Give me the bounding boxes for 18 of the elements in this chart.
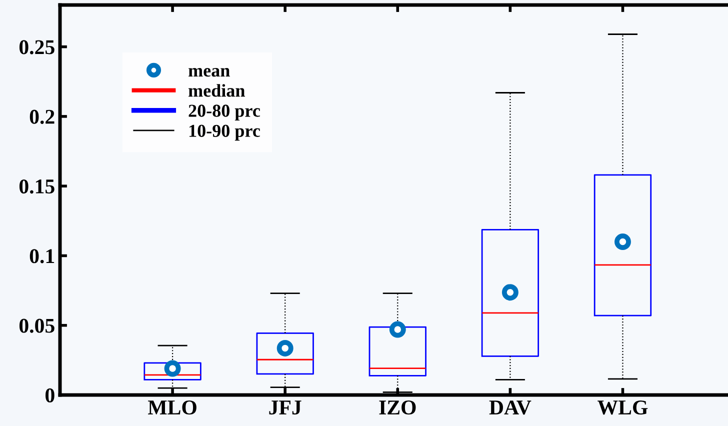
y-tick-label: 0.05 bbox=[19, 318, 54, 333]
x-tick-label: JFJ bbox=[269, 400, 302, 415]
x-tick-label: IZO bbox=[379, 400, 416, 415]
y-tick-label: 0.15 bbox=[19, 179, 54, 194]
annotation: 10-90 prc bbox=[189, 124, 260, 141]
y-tick-label: 0.25 bbox=[19, 40, 54, 54]
x-tick-label: DAV bbox=[489, 400, 532, 415]
x-tick-label: MLO bbox=[148, 400, 196, 415]
point bbox=[502, 284, 518, 301]
annotation: median bbox=[188, 84, 245, 97]
point bbox=[614, 234, 631, 250]
y-tick-label: 0.1 bbox=[30, 249, 54, 264]
y-tick-label: 0.2 bbox=[30, 110, 54, 124]
y-tick-label: 0 bbox=[46, 388, 54, 402]
annotation: 20-80 prc bbox=[188, 104, 260, 121]
x-tick-label: WLG bbox=[598, 400, 648, 415]
legend-label: mean bbox=[188, 68, 230, 77]
point bbox=[389, 321, 406, 338]
